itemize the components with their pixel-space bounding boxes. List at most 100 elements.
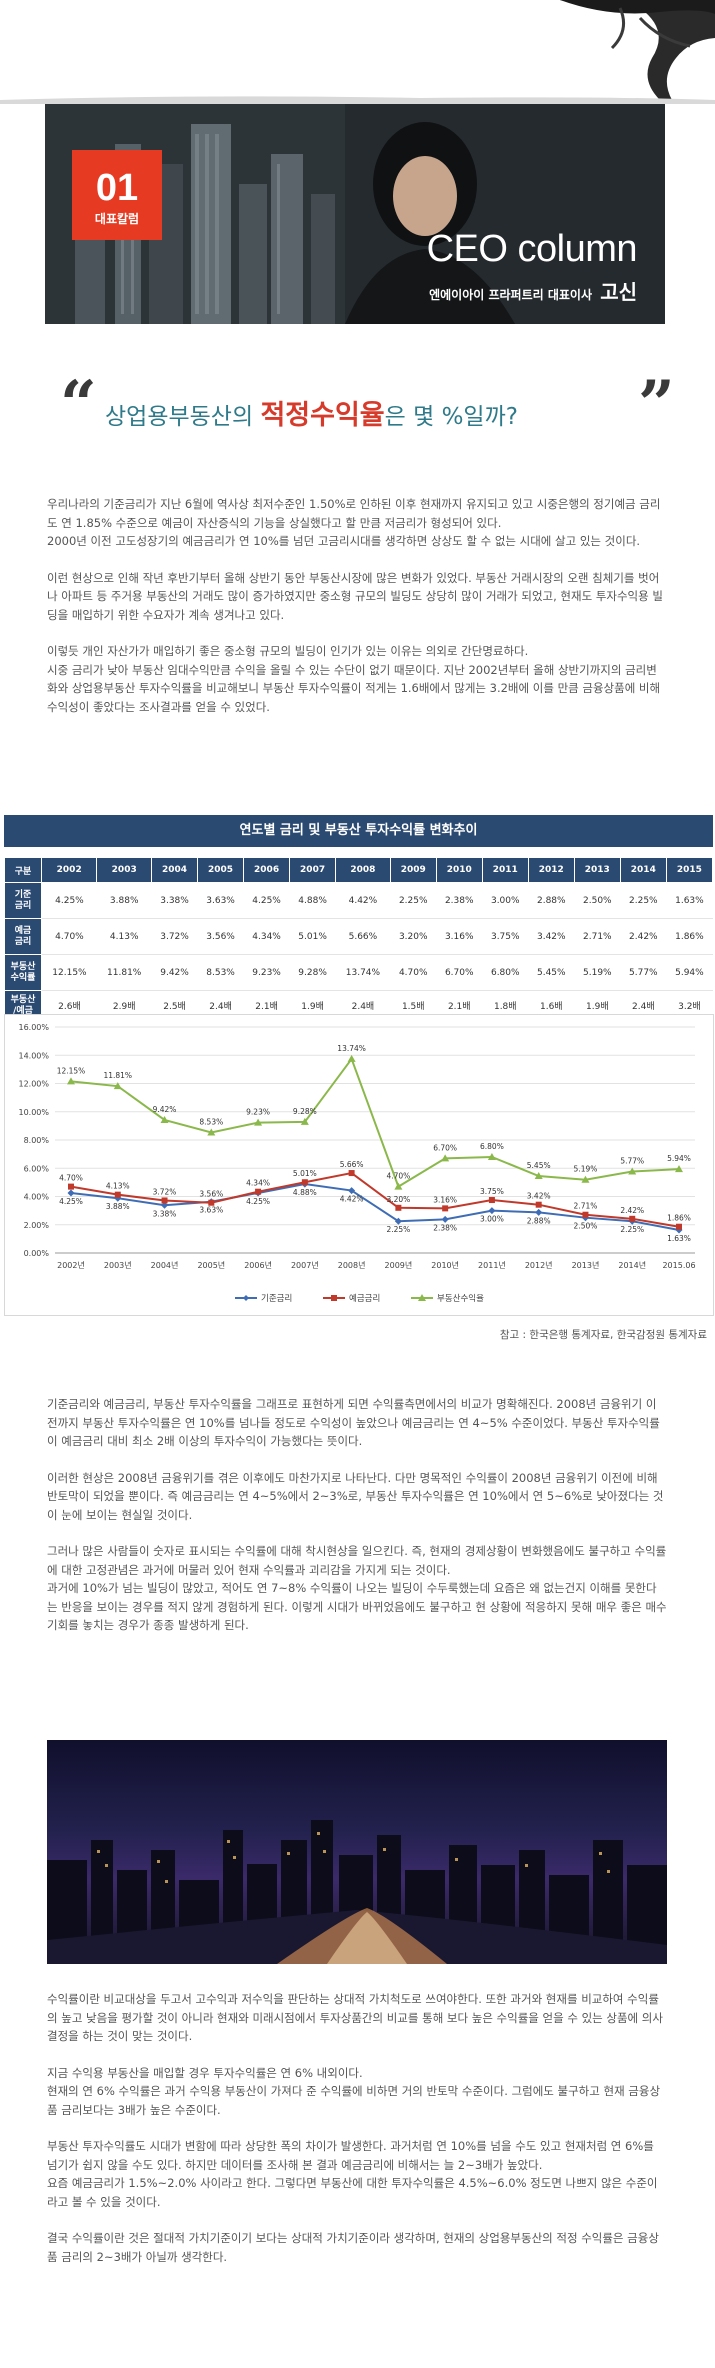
data-point bbox=[161, 1197, 168, 1204]
data-point bbox=[441, 1215, 449, 1223]
x-tick-label: 2002년 bbox=[57, 1260, 85, 1270]
table-cell: 2.38% bbox=[436, 882, 483, 919]
data-label: 3.42% bbox=[527, 1192, 551, 1201]
data-point bbox=[160, 1115, 169, 1123]
paragraph: 그러나 많은 사람들이 숫자로 표시되는 수익률에 대해 착시현상을 일으킨다.… bbox=[47, 1544, 667, 1632]
data-label: 4.88% bbox=[293, 1188, 317, 1197]
data-label: 8.53% bbox=[199, 1118, 223, 1127]
x-tick-label: 2003년 bbox=[104, 1260, 132, 1270]
data-point bbox=[534, 1172, 543, 1180]
open-quote-mark: “ bbox=[60, 367, 97, 442]
table-header-row: 구분 2002 2003 2004 2005 2006 2007 2008 2009 2010 20… bbox=[4, 857, 714, 883]
legend-label: 기준금리 bbox=[261, 1294, 292, 1304]
x-tick-label: 2007년 bbox=[291, 1260, 319, 1270]
data-point bbox=[161, 1201, 169, 1209]
y-tick-label: 16.00% bbox=[18, 1023, 49, 1032]
table-cell: 4.70% bbox=[390, 954, 437, 991]
table-header-year: 2013 bbox=[573, 857, 621, 883]
table-header-year: 2009 bbox=[389, 857, 437, 883]
x-tick-label: 2014년 bbox=[618, 1260, 646, 1270]
data-point bbox=[207, 1128, 216, 1136]
paragraph: 기준금리와 예금금리, 부동산 투자수익률을 그래프로 표현하게 되면 수익률측… bbox=[47, 1397, 660, 1448]
data-point bbox=[348, 1170, 355, 1177]
headline-prefix: 상업용부동산의 bbox=[105, 404, 261, 430]
data-point bbox=[581, 1175, 590, 1183]
data-label: 2.50% bbox=[574, 1222, 598, 1231]
table-cell: 3.42% bbox=[528, 918, 575, 955]
table-header-year: 2012 bbox=[527, 857, 575, 883]
table-row: 부동산 수익률 12.15% 11.81% 9.42% 8.53% 9.23% 9.28% 1… bbox=[4, 954, 713, 991]
paragraph: 지금 수익용 부동산을 매입할 경우 투자수익률은 연 6% 내외이다. 현재의… bbox=[47, 2065, 661, 2117]
table-row: 예금 금리 4.70% 4.13% 3.72% 3.56% 4.34% 5.01% 5.66%… bbox=[4, 918, 713, 955]
x-tick-label: 2010년 bbox=[431, 1260, 459, 1270]
paragraph: 이렇듯 개인 자산가가 매입하기 좋은 중소형 규모의 빌딩이 인기가 있는 이… bbox=[47, 644, 661, 714]
table-cell: 11.81% bbox=[96, 954, 152, 991]
table-cell: 4.88% bbox=[289, 882, 336, 919]
table-cell: 12.15% bbox=[41, 954, 97, 991]
data-point bbox=[488, 1207, 496, 1215]
data-point bbox=[255, 1188, 262, 1195]
close-quote-mark: ” bbox=[638, 367, 675, 442]
data-point bbox=[208, 1199, 215, 1206]
x-tick-label: 2005년 bbox=[197, 1260, 225, 1270]
table-cell: 5.45% bbox=[528, 954, 575, 991]
data-label: 13.74% bbox=[337, 1044, 366, 1053]
data-point bbox=[535, 1208, 543, 1216]
body-text: 기준금리와 예금금리, 부동산 투자수익률을 그래프로 표현하게 되면 수익률측… bbox=[47, 1395, 667, 1635]
data-label: 4.70% bbox=[386, 1172, 410, 1181]
data-label: 2.25% bbox=[620, 1225, 644, 1234]
data-point bbox=[68, 1183, 74, 1190]
badge-number: 01 bbox=[95, 167, 139, 209]
data-label: 5.01% bbox=[293, 1169, 317, 1178]
table-cell: 4.42% bbox=[335, 882, 391, 919]
data-label: 2.38% bbox=[433, 1223, 457, 1232]
paragraph: 부동산 투자수익률도 시대가 변함에 따라 상당한 폭의 차이가 발생한다. 과… bbox=[47, 2139, 658, 2209]
table-cell: 5.66% bbox=[335, 918, 391, 955]
badge-label: 대표칼럼 bbox=[94, 212, 140, 226]
rate-table: 구분 2002 2003 2004 2005 2006 2007 2008 2009 2010 20… bbox=[4, 857, 714, 1021]
y-tick-label: 0.00% bbox=[24, 1249, 50, 1258]
ceo-banner bbox=[45, 104, 665, 324]
data-point bbox=[300, 1117, 309, 1125]
table-cell: 3.38% bbox=[151, 882, 198, 919]
paragraph: 우리나라의 기준금리가 지난 6월에 역사상 최저수준인 1.50%로 인하된 … bbox=[47, 497, 661, 548]
series-line bbox=[70, 1171, 680, 1228]
data-label: 5.45% bbox=[527, 1161, 551, 1170]
y-tick-label: 4.00% bbox=[24, 1193, 50, 1202]
table-header-year: 2011 bbox=[481, 857, 529, 883]
table-cell: 1.63% bbox=[666, 882, 713, 919]
x-tick-label: 2012년 bbox=[525, 1260, 553, 1270]
table-cell: 5.19% bbox=[574, 954, 621, 991]
data-label: 5.19% bbox=[574, 1165, 598, 1174]
y-tick-label: 6.00% bbox=[24, 1164, 50, 1173]
data-point bbox=[675, 1165, 683, 1173]
table-cell: 8.53% bbox=[197, 954, 244, 991]
table-cell: 3.63% bbox=[197, 882, 244, 919]
table-cell: 3.75% bbox=[482, 918, 529, 955]
source-note: 참고 : 한국은행 통계자료, 한국감정원 통계자료 bbox=[499, 1329, 707, 1341]
table-cell: 3.20% bbox=[390, 918, 437, 955]
data-label: 3.38% bbox=[153, 1209, 177, 1218]
x-tick-label: 2015.06 bbox=[662, 1261, 695, 1270]
data-label: 4.70% bbox=[59, 1174, 83, 1183]
y-tick-label: 12.00% bbox=[18, 1080, 49, 1089]
city-skyline-photo bbox=[45, 104, 665, 324]
night-city-photo bbox=[47, 1740, 667, 1964]
data-label: 5.94% bbox=[667, 1154, 691, 1163]
data-label: 9.42% bbox=[153, 1105, 177, 1114]
x-tick-label: 2011년 bbox=[478, 1260, 506, 1270]
data-point bbox=[442, 1205, 449, 1212]
data-point bbox=[676, 1223, 682, 1230]
data-label: 5.77% bbox=[620, 1156, 644, 1165]
data-label: 3.63% bbox=[199, 1206, 223, 1215]
x-tick-label: 2004년 bbox=[151, 1260, 179, 1270]
x-tick-label: 2009년 bbox=[385, 1260, 413, 1270]
data-label: 4.25% bbox=[246, 1197, 270, 1206]
data-label: 1.86% bbox=[667, 1214, 691, 1223]
article-headline: “ 상업용부동산의 적정수익율은 몇 %일까? ” bbox=[60, 367, 675, 442]
y-tick-label: 14.00% bbox=[18, 1051, 49, 1060]
column-title: CEO column bbox=[426, 228, 638, 270]
data-point bbox=[488, 1197, 495, 1204]
data-point bbox=[629, 1215, 636, 1222]
table-header-year: 2004 bbox=[151, 857, 199, 883]
